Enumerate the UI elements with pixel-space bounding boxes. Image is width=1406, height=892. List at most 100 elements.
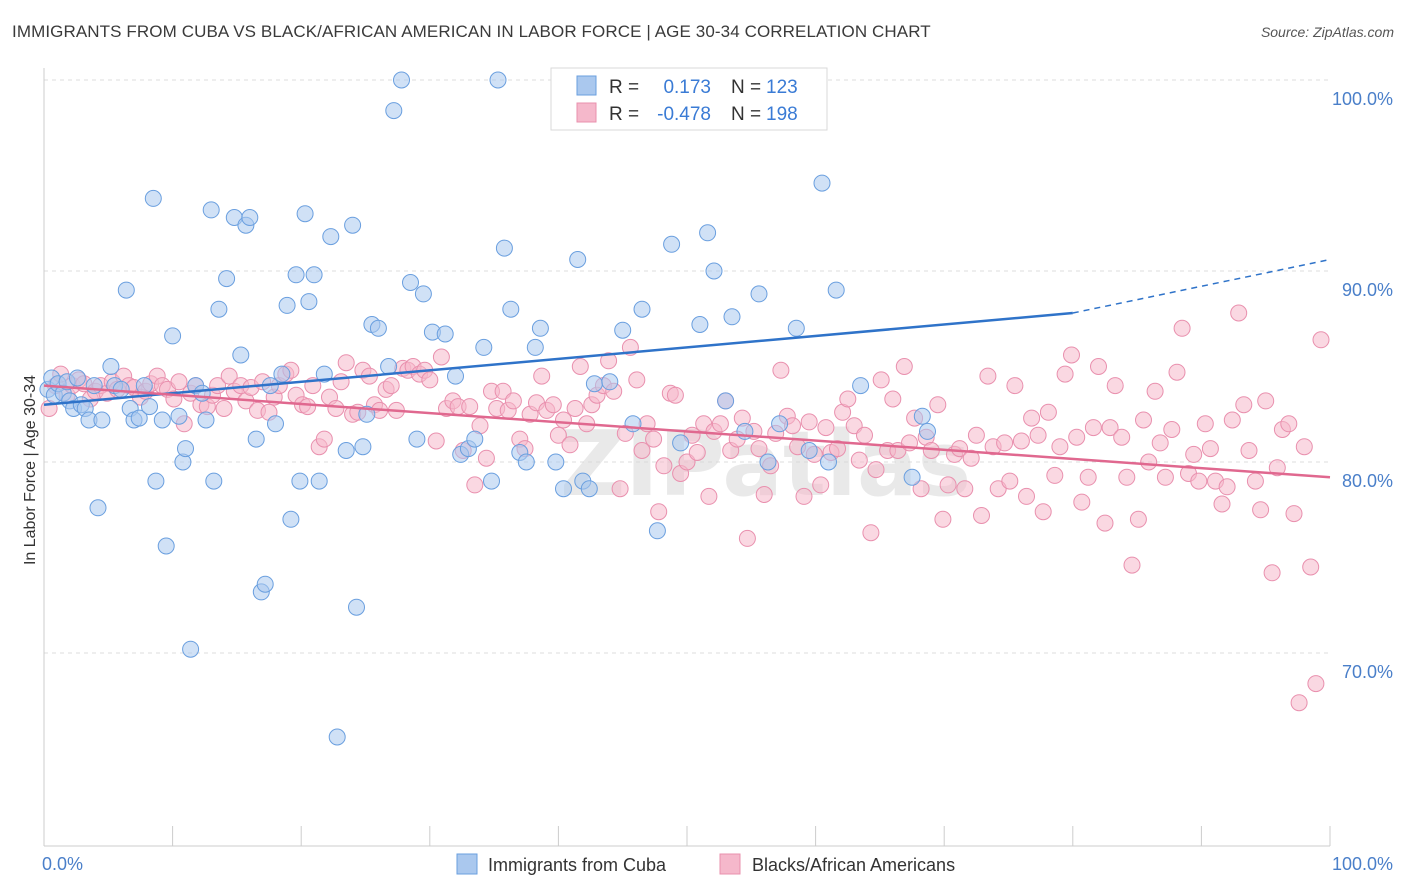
black-african-american-point-175 <box>1018 487 1035 505</box>
black-african-american-point-88 <box>533 367 551 385</box>
cuba-point-72 <box>408 430 426 448</box>
black-african-american-point-149 <box>872 371 890 389</box>
cuba-point-65 <box>358 405 376 423</box>
black-african-american-point-199 <box>1151 434 1169 452</box>
cuba-point-48 <box>267 415 284 433</box>
black-african-american-point-102 <box>611 480 629 498</box>
axes <box>43 68 1331 847</box>
cuba-point-38 <box>210 300 228 318</box>
bottom-legend-swatch-blue <box>456 853 478 875</box>
black-african-american-point-178 <box>1034 503 1052 521</box>
black-african-american-point-31 <box>215 400 233 417</box>
cuba-point-80 <box>475 338 493 356</box>
cuba-point-100 <box>663 235 681 253</box>
trend-lines <box>43 258 1331 479</box>
cuba-trend-extension <box>1072 258 1331 314</box>
black-african-american-point-148 <box>867 461 885 479</box>
black-african-american-point-183 <box>1063 346 1080 364</box>
y-axis-label: In Labor Force | Age 30-34 <box>22 375 39 565</box>
cuba-point-113 <box>813 174 831 192</box>
black-african-american-point-93 <box>561 436 579 454</box>
black-african-american-point-215 <box>1240 442 1258 459</box>
black-african-american-point-139 <box>817 419 835 437</box>
cuba-point-27 <box>157 537 175 555</box>
correlation-legend: R = 0.173 N = 123 R = -0.478 N = 198 <box>550 67 828 131</box>
cuba-point-32 <box>182 640 200 658</box>
black-african-american-point-138 <box>812 476 830 494</box>
black-african-american-point-222 <box>1280 415 1298 433</box>
cuba-point-84 <box>502 300 520 318</box>
cuba-point-90 <box>555 480 572 498</box>
cuba-point-96 <box>614 321 632 339</box>
chart-title: IMMIGRANTS FROM CUBA VS BLACK/AFRICAN AM… <box>12 22 931 41</box>
black-african-american-point-198 <box>1146 382 1164 400</box>
bottom-legend-label-cuba: Immigrants from Cuba <box>488 855 667 875</box>
black-african-american-point-116 <box>688 444 706 461</box>
cuba-point-88 <box>531 319 549 337</box>
black-african-american-point-83 <box>504 392 522 410</box>
black-african-american-point-78 <box>477 449 495 467</box>
black-african-american-point-220 <box>1268 459 1286 477</box>
black-african-american-point-112 <box>666 386 684 404</box>
cuba-point-117 <box>903 468 921 486</box>
cuba-point-57 <box>310 472 328 490</box>
black-african-american-point-184 <box>1068 428 1086 446</box>
black-african-american-point-208 <box>1201 440 1219 458</box>
cuba-point-14 <box>93 411 111 429</box>
black-african-american-point-189 <box>1096 514 1114 532</box>
cuba-point-13 <box>89 499 107 517</box>
black-african-american-point-227 <box>1307 675 1325 693</box>
source-credit: Source: ZipAtlas.com <box>1260 24 1394 40</box>
black-african-american-point-219 <box>1263 564 1281 582</box>
black-african-american-point-191 <box>1106 377 1124 395</box>
cuba-point-103 <box>699 224 717 242</box>
cuba-point-17 <box>112 380 130 398</box>
cuba-point-93 <box>580 480 598 498</box>
cuba-point-52 <box>287 266 305 284</box>
black-african-american-point-195 <box>1129 510 1147 528</box>
black-african-american-point-177 <box>1029 426 1047 444</box>
black-african-american-point-151 <box>884 390 902 408</box>
black-african-american-point-127 <box>750 440 768 458</box>
black-african-american-point-70 <box>432 348 450 366</box>
black-african-american-point-106 <box>633 442 651 459</box>
black-african-american-point-120 <box>711 415 729 433</box>
black-african-american-point-51 <box>327 400 345 417</box>
black-african-american-point-223 <box>1285 505 1303 523</box>
black-african-american-point-197 <box>1140 453 1158 471</box>
cuba-point-56 <box>305 266 323 284</box>
cuba-point-83 <box>495 239 513 257</box>
black-african-american-point-202 <box>1168 363 1186 381</box>
black-african-american-point-68 <box>421 371 439 389</box>
black-african-american-point-147 <box>862 524 880 542</box>
cuba-point-60 <box>328 728 346 746</box>
cuba-point-98 <box>633 300 651 318</box>
black-african-american-point-217 <box>1252 501 1270 519</box>
bottom-legend-swatch-pink <box>719 853 741 875</box>
black-african-american-point-214 <box>1235 396 1253 414</box>
black-african-american-point-90 <box>544 396 562 414</box>
cuba-point-36 <box>202 201 220 219</box>
black-african-american-point-91 <box>549 426 567 444</box>
legend-box <box>550 67 828 131</box>
black-african-american-point-168 <box>979 367 997 385</box>
black-african-american-point-160 <box>934 510 952 528</box>
legend-r-value-1: 0.173 <box>663 77 711 98</box>
x-tick-labels: 0.0% 100.0% <box>42 854 1393 874</box>
black-african-american-point-179 <box>1039 403 1057 421</box>
black-african-american-point-52 <box>332 373 350 391</box>
cuba-point-64 <box>354 438 372 456</box>
cuba-point-67 <box>369 319 387 337</box>
black-african-american-point-186 <box>1079 468 1097 486</box>
cuba-point-81 <box>483 472 500 490</box>
cuba-point-70 <box>393 71 410 89</box>
cuba-point-73 <box>414 285 432 303</box>
black-african-american-point-185 <box>1073 493 1091 511</box>
cuba-point-44 <box>247 430 265 448</box>
black-african-american-point-173 <box>1006 377 1024 395</box>
black-african-american-point-76 <box>466 476 484 494</box>
cuba-point-114 <box>827 281 845 299</box>
black-african-american-point-207 <box>1196 415 1214 433</box>
cuba-point-26 <box>153 411 171 429</box>
cuba-point-53 <box>291 472 309 490</box>
